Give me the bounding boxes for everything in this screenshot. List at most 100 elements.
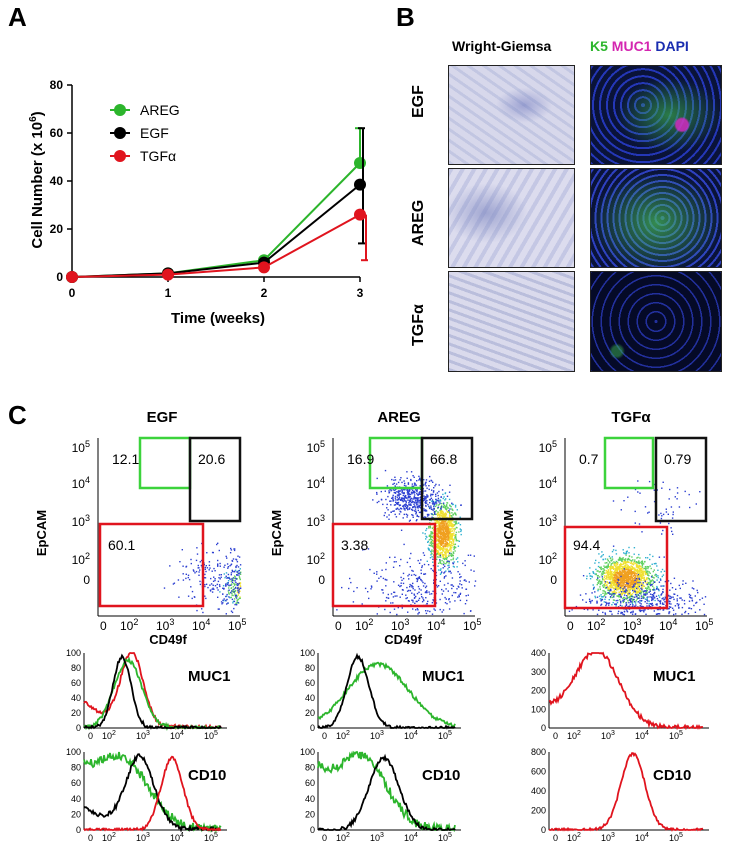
histogram-x-tick: 0 [553,731,558,741]
histogram-x-tick: 0 [88,833,93,843]
y-axis-label: Cell Number (x 106) [28,111,46,248]
dotplot-x-tick: 102 [587,617,605,633]
histogram-y-tick: 40 [71,693,81,703]
histogram-x-tick: 102 [102,832,116,843]
histogram-curve [83,753,222,833]
histogram-tgfa-muc1: 0 100 200 300 400 0 102 103 104 105 MUC1 [531,648,709,741]
histogram-x-tick: 102 [336,730,350,741]
gate-value-red: 94.4 [573,537,600,553]
panel-label-b: B [396,2,415,32]
histogram-y-tick: 0 [310,825,315,835]
histogram-x-tick: 105 [669,730,683,741]
gate-value-green: 16.9 [347,451,374,467]
data-point-tgfα [258,261,270,274]
histogram-y-tick: 100 [300,648,315,658]
histogram-y-tick: 600 [531,767,546,777]
panel-label-a: A [8,2,27,32]
gate-red [563,525,669,610]
flow-column-title: AREG [377,409,420,426]
histogram-x-tick: 103 [370,730,384,741]
histogram-x-tick: 103 [136,832,150,843]
histogram-y-tick: 0 [541,825,546,835]
dotplot-y-tick: 105 [539,439,557,455]
dotplot-x-tick: 103 [156,617,174,633]
dotplot-events [336,469,477,616]
y-tick-label: 80 [50,78,64,92]
gate-black [188,436,242,523]
histogram-curve [317,661,456,728]
gate-green [138,436,192,490]
gate-red [98,522,205,608]
histogram-x-tick: 102 [567,730,581,741]
dotplot-x-label: CD49f [616,632,654,647]
histogram-marker-label: MUC1 [653,668,696,685]
micrograph-if-tgfa [590,271,722,372]
legend-entry-tgfa: TGFα [110,148,176,164]
legend-entry-areg: AREG [110,102,180,118]
histogram-y-tick: 100 [531,704,546,714]
growth-line-chart: 0 20 40 60 80 0 1 2 3 AREG EGF TGFα Time (weeks)… [28,78,368,327]
histogram-y-tick: 40 [71,794,81,804]
micrograph-wright-egf [448,65,575,165]
histogram-y-tick: 20 [305,708,315,718]
histogram-y-tick: 40 [305,794,315,804]
histogram-y-tick: 40 [305,693,315,703]
histogram-y-tick: 0 [76,825,81,835]
dotplot-x-tick: 103 [623,617,641,633]
dotplot-events [163,542,242,615]
histogram-y-tick: 80 [71,763,81,773]
column-header-if: K5 MUC1 DAPI [590,38,689,54]
dotplot-x-tick: 103 [391,617,409,633]
x-axis-label: Time (weeks) [171,310,265,327]
histogram-y-tick: 0 [76,723,81,733]
dotplot-x-tick: 0 [567,619,574,633]
y-tick-label: 0 [56,270,63,284]
histogram-y-tick: 20 [71,708,81,718]
gate-value-black: 20.6 [198,451,225,467]
histogram-y-tick: 60 [71,678,81,688]
histogram-x-tick: 105 [438,730,452,741]
dotplot-x-tick: 104 [427,617,445,633]
histogram-x-tick: 102 [102,730,116,741]
dotplot-y-tick: 102 [307,551,325,567]
histogram-x-tick: 0 [88,731,93,741]
histogram-x-tick: 0 [322,833,327,843]
histogram-x-tick: 105 [204,730,218,741]
histogram-y-tick: 60 [305,678,315,688]
histogram-x-tick: 103 [601,832,615,843]
y-tick-label: 60 [50,126,64,140]
histogram-curve [317,652,456,730]
gate-value-green: 0.7 [579,451,599,467]
histogram-y-tick: 80 [305,663,315,673]
dotplot-x-label: CD49f [384,632,422,647]
dotplot-y-tick: 102 [539,551,557,567]
dotplot-y-tick: 0 [83,573,90,587]
histogram-y-tick: 0 [310,723,315,733]
dotplot-y-tick: 104 [307,475,325,491]
series-line-tgfα [71,213,361,278]
histogram-egf-muc1: 0 20 40 60 80 100 0 102 103 104 105 MUC1 [66,648,231,741]
histogram-x-tick: 104 [635,730,649,741]
dotplot-events [568,480,707,616]
gate-black [654,436,708,523]
histogram-y-tick: 300 [531,667,546,677]
data-point-tgfα [354,208,366,221]
histogram-curve [83,755,221,832]
histogram-marker-label: MUC1 [188,668,231,685]
chart-legend: AREG EGF TGFα [110,102,180,164]
data-point-areg [354,157,366,169]
gate-black [420,436,474,521]
dotplot-y-tick: 103 [72,513,90,529]
flow-column-title: TGFα [611,409,651,426]
gate-red [331,522,437,608]
histogram-x-tick: 104 [170,730,184,741]
x-tick-label: 1 [165,286,172,300]
row-label-tgfa: TGFα [410,304,427,346]
micrograph-wright-tgfa [448,271,575,372]
histogram-y-tick: 20 [305,809,315,819]
dotplot-x-label: CD49f [149,632,187,647]
histogram-tgfa-cd10: 0 200 400 600 800 0 102 103 104 105 CD10 [531,747,709,843]
legend-label-areg: AREG [140,102,180,118]
y-tick-label: 20 [50,222,64,236]
